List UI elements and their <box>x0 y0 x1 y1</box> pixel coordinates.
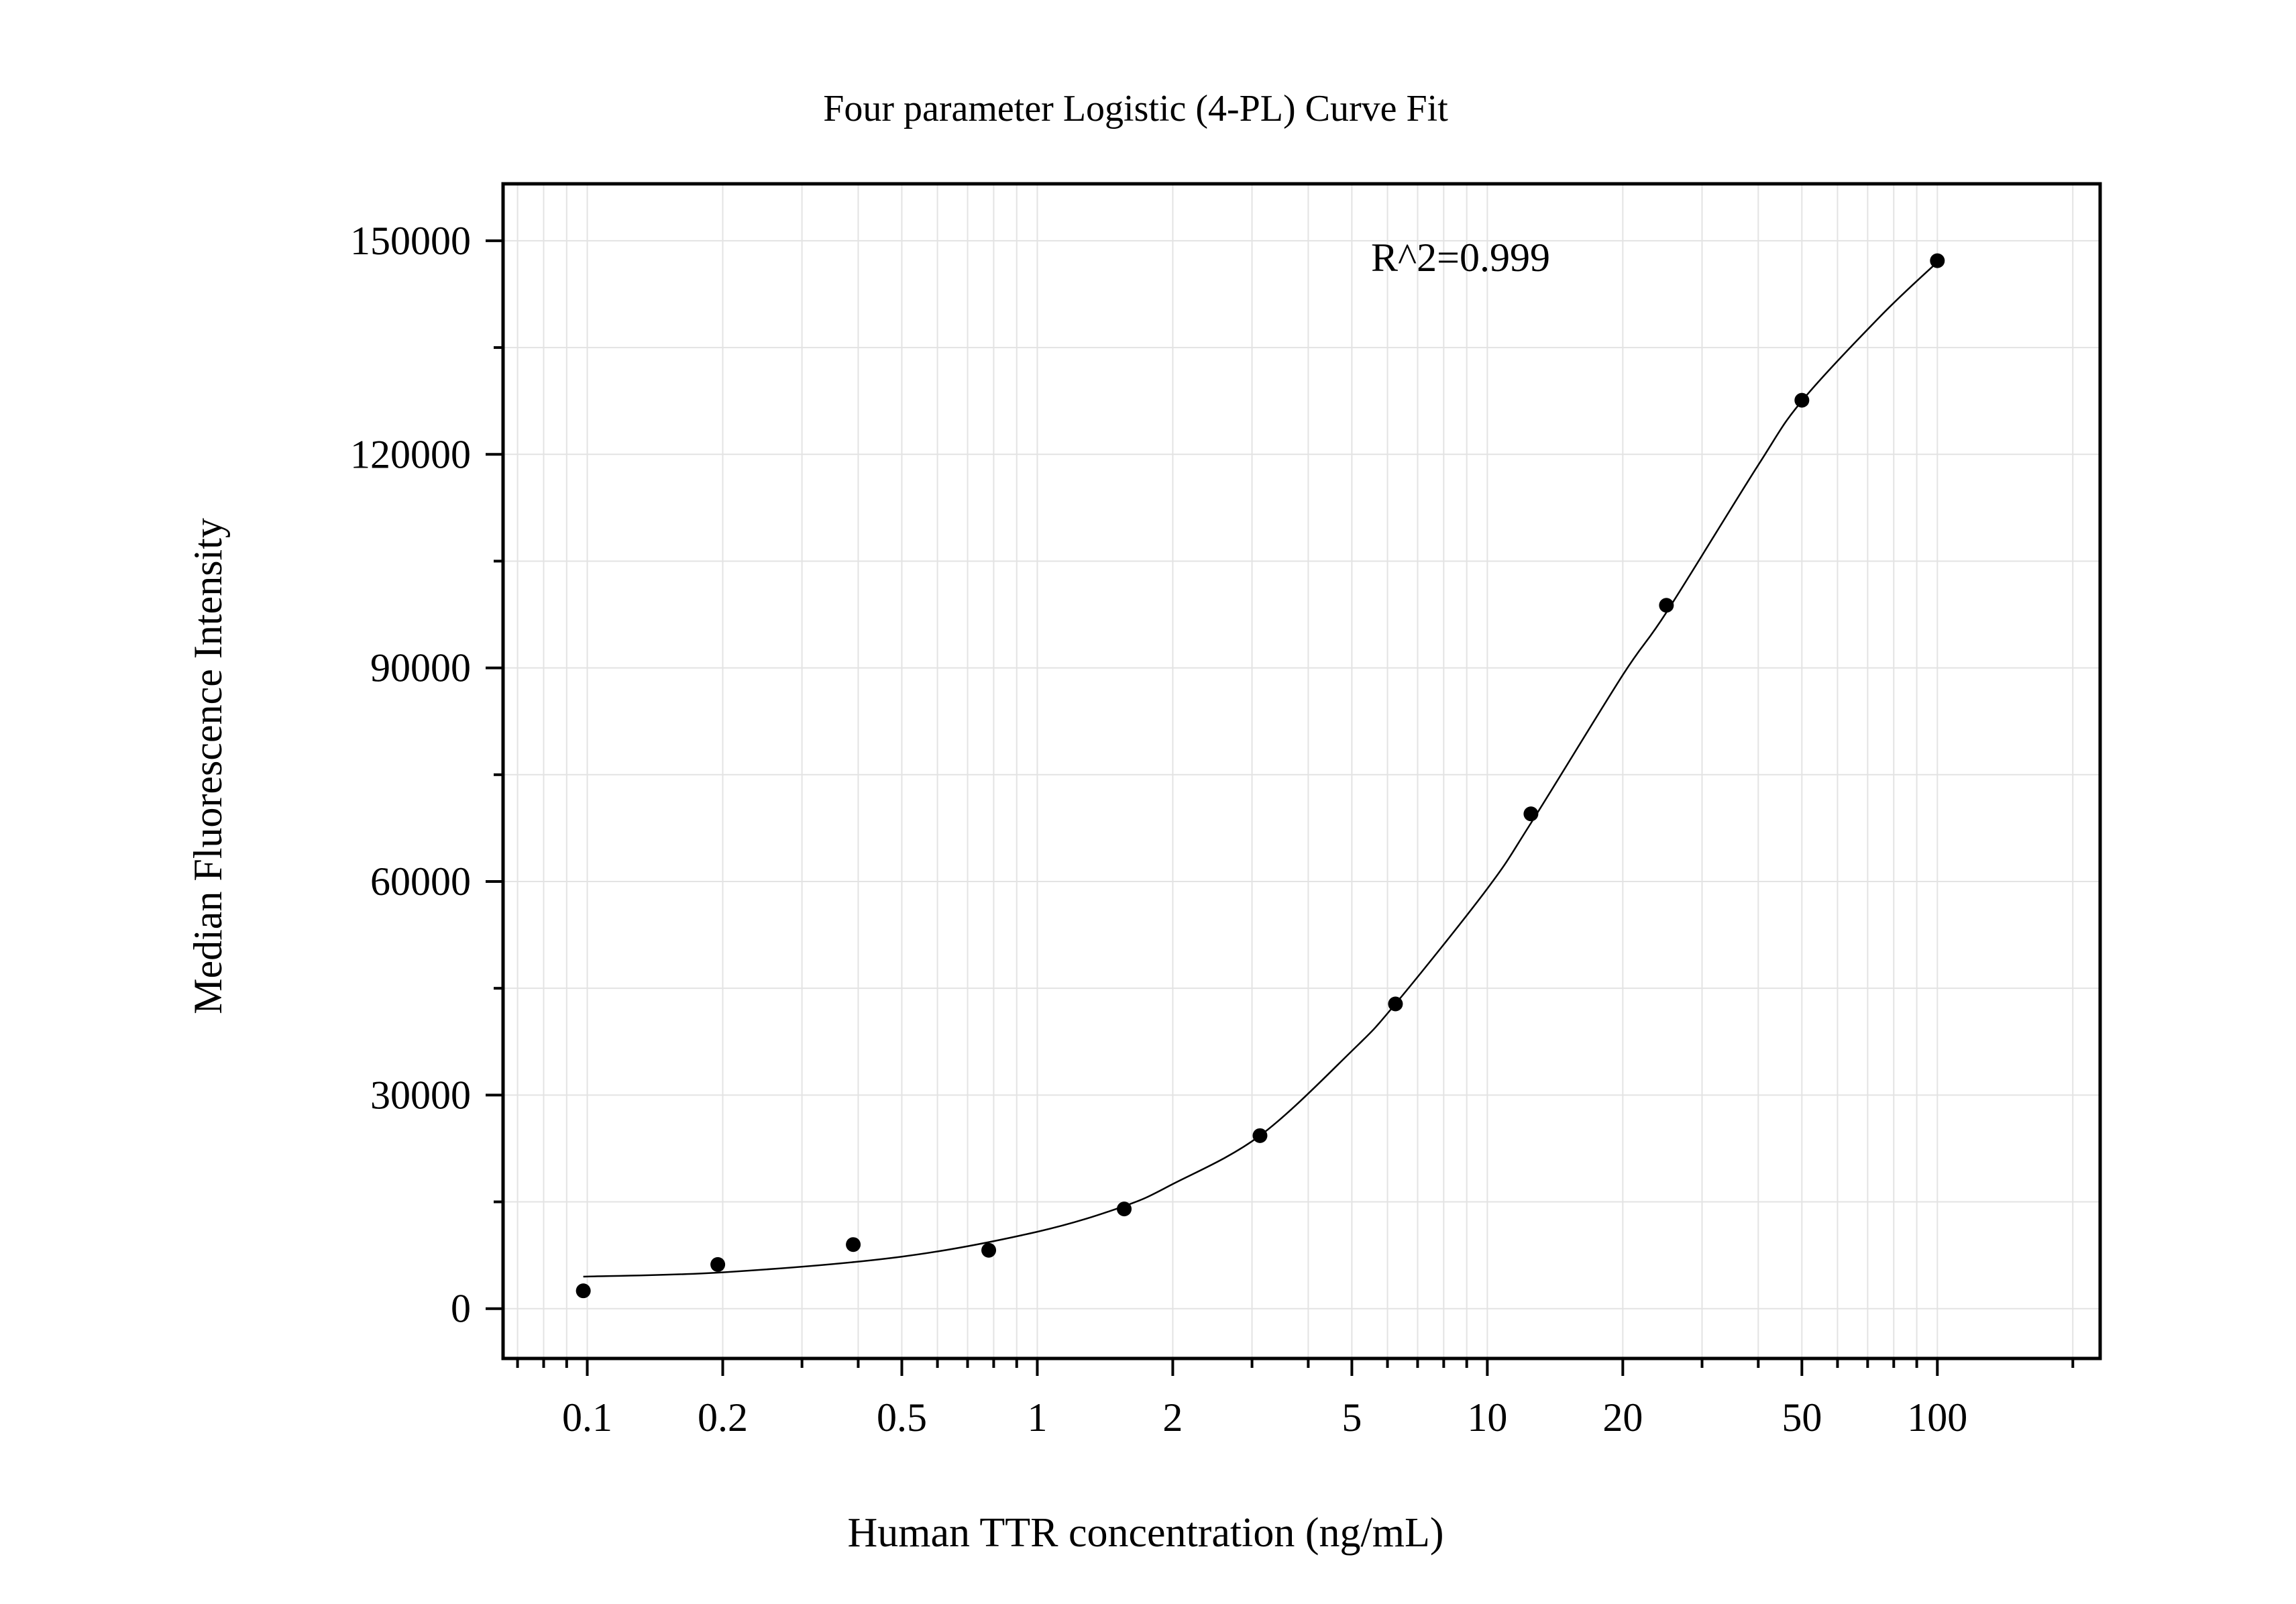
y-axis-label: Median Fluorescence Intensity <box>186 518 230 1014</box>
data-point <box>1523 806 1539 822</box>
y-tick-label: 120000 <box>350 432 471 476</box>
x-tick-label: 1 <box>1027 1395 1047 1440</box>
data-point <box>1252 1128 1268 1143</box>
y-tick-label: 60000 <box>370 859 471 904</box>
y-tick-label: 150000 <box>350 219 471 263</box>
grid <box>503 184 2100 1358</box>
plot-frame <box>501 182 2102 1360</box>
data-points-layer <box>576 253 1945 1299</box>
r-squared-annotation: R^2=0.999 <box>1371 235 1550 280</box>
data-point <box>1388 996 1403 1012</box>
data-point <box>846 1237 861 1252</box>
x-tick-label: 100 <box>1907 1395 1967 1440</box>
data-point <box>1117 1201 1132 1217</box>
y-tick-label: 0 <box>451 1287 471 1331</box>
data-point <box>710 1257 726 1272</box>
x-tick-label: 10 <box>1467 1395 1507 1440</box>
axes <box>486 182 2102 1376</box>
x-tick-label: 0.5 <box>877 1395 927 1440</box>
y-tick-label: 30000 <box>370 1073 471 1117</box>
x-tick-label: 2 <box>1162 1395 1183 1440</box>
chart-title: Four parameter Logistic (4-PL) Curve Fit <box>823 88 1448 129</box>
data-point <box>1659 598 1674 613</box>
data-point <box>981 1242 997 1258</box>
x-tick-label: 5 <box>1342 1395 1362 1440</box>
x-tick-label: 50 <box>1782 1395 1822 1440</box>
x-axis-label: Human TTR concentration (ng/mL) <box>847 1510 1443 1556</box>
labels-layer: 0.1 0.2 0.5 1 2 5 10 20 50 100 0 30000 60000 90000 120… <box>350 219 1967 1440</box>
data-point <box>576 1283 591 1299</box>
x-tick-label: 20 <box>1602 1395 1643 1440</box>
x-tick-label: 0.2 <box>698 1395 748 1440</box>
y-tick-label: 90000 <box>370 646 471 690</box>
x-tick-label: 0.1 <box>562 1395 612 1440</box>
data-point <box>1794 392 1810 408</box>
data-point <box>1930 253 1945 268</box>
